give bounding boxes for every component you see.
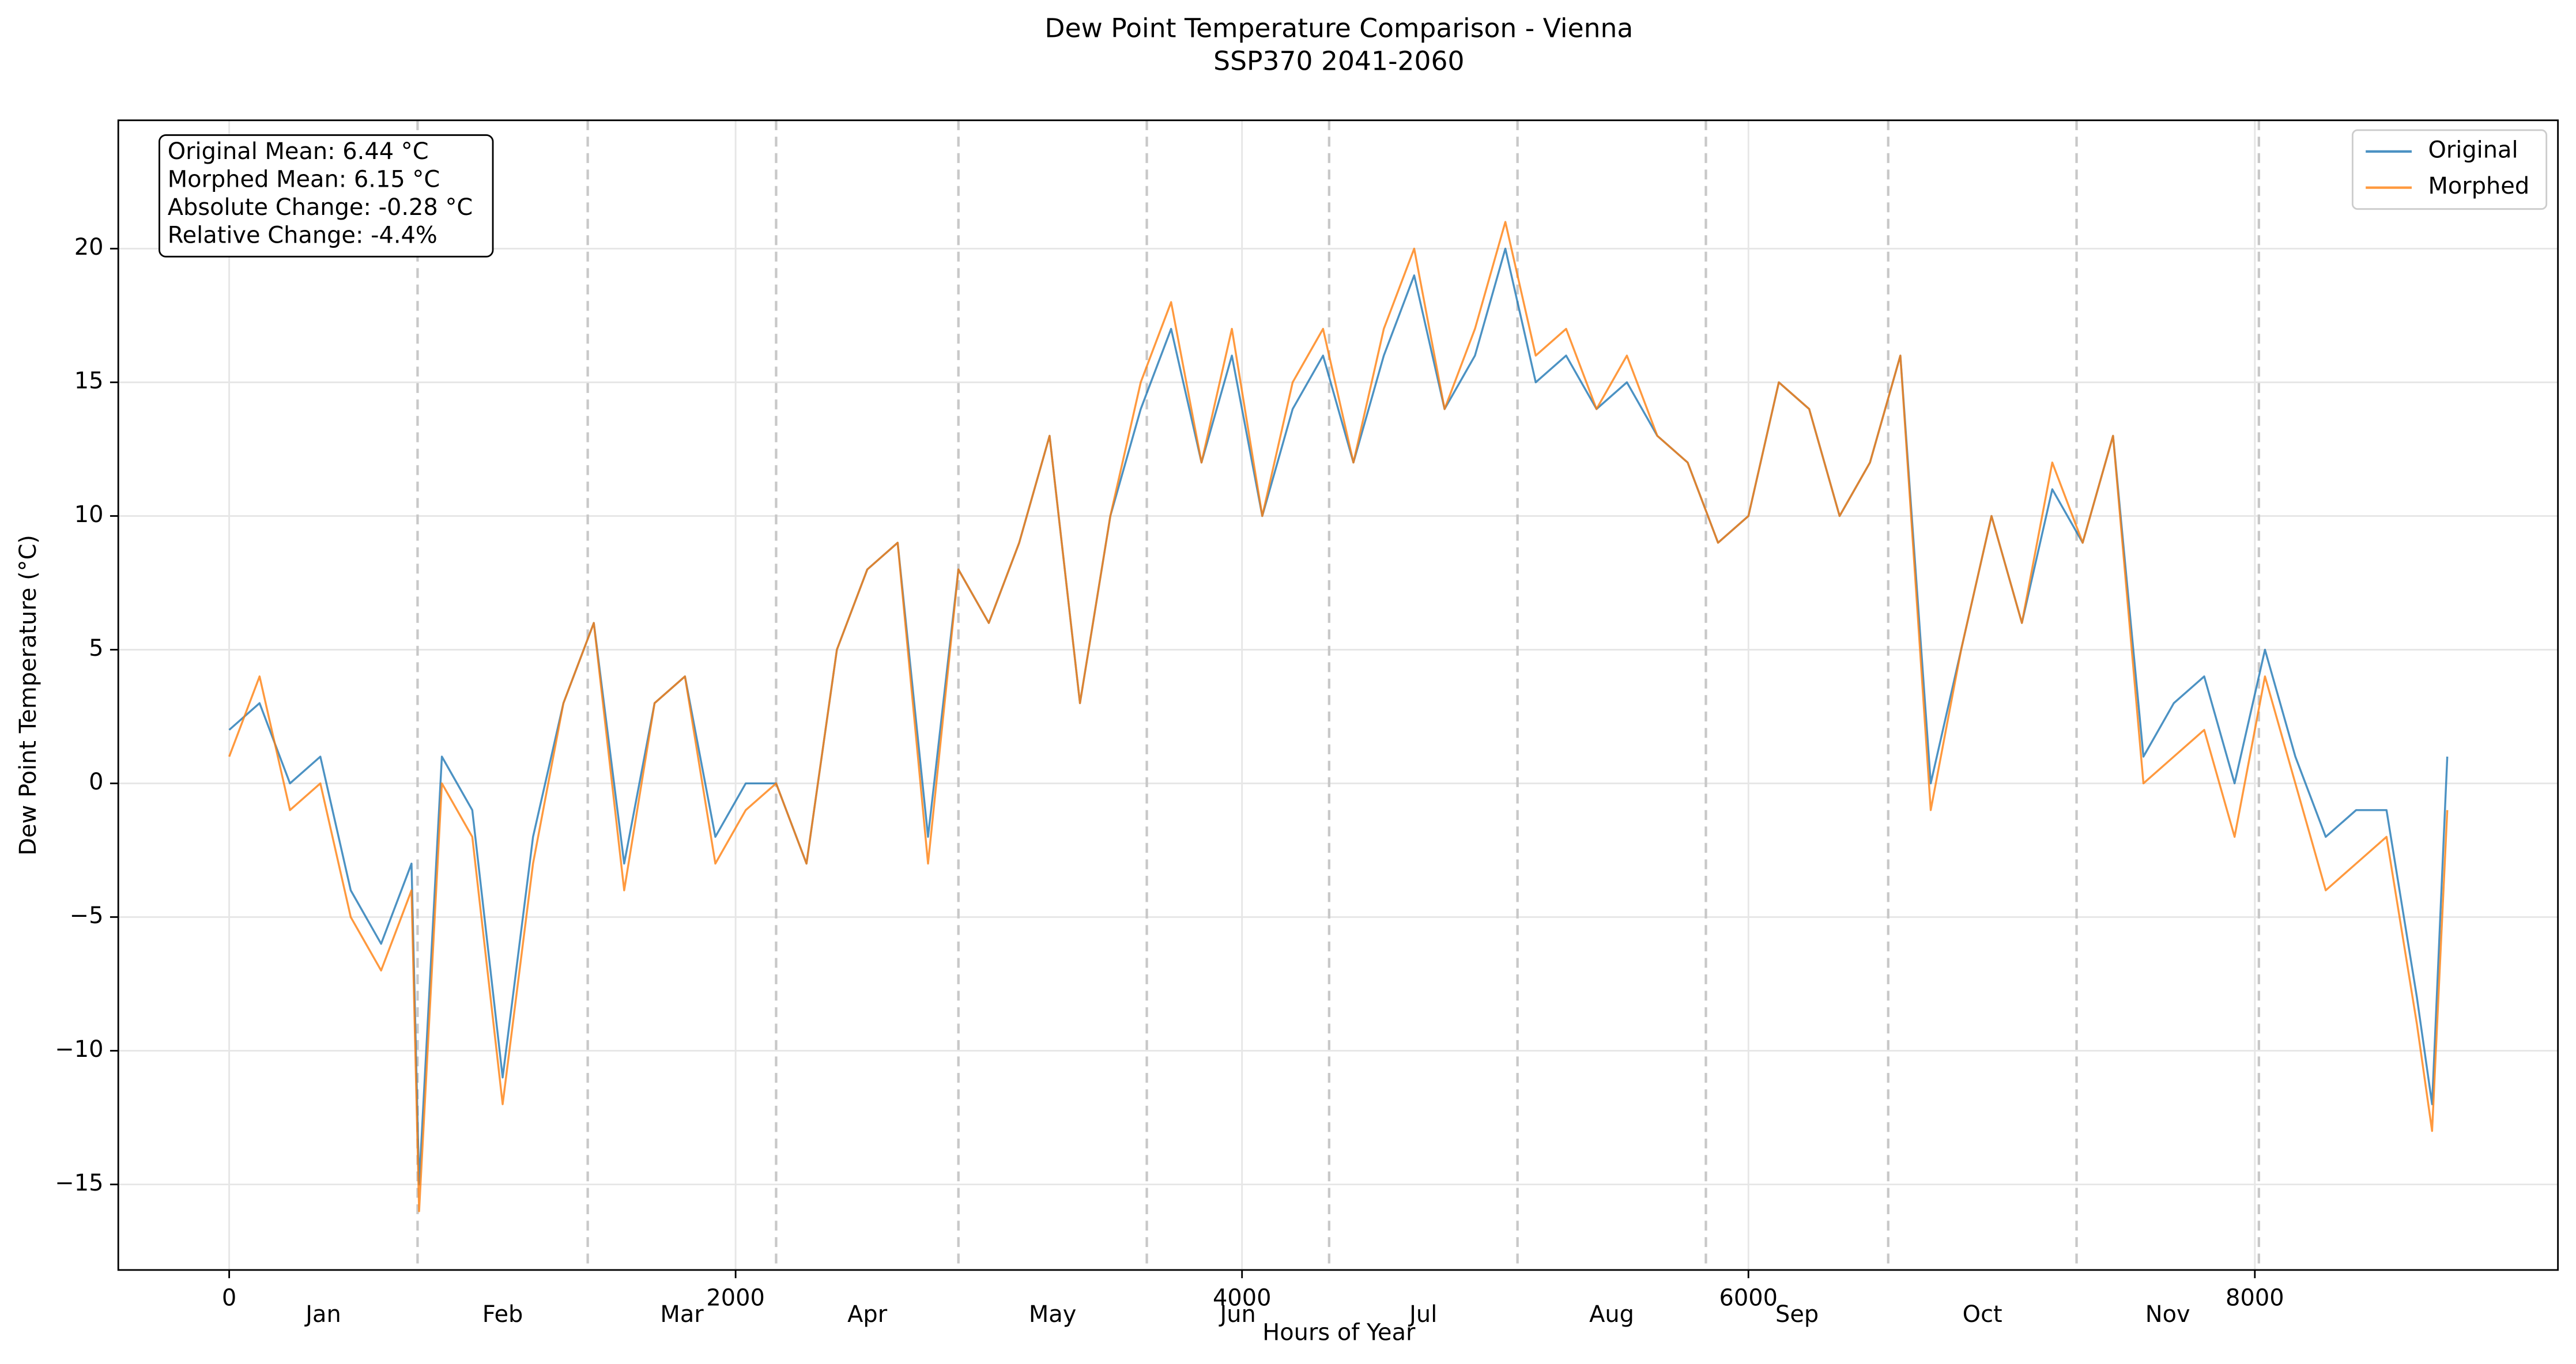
- month-label: Oct: [1963, 1301, 2002, 1328]
- x-tick-label: 8000: [2226, 1285, 2284, 1312]
- y-tick-label: 15: [74, 368, 104, 394]
- legend-label: Morphed: [2428, 173, 2529, 199]
- annotation-text: Morphed Mean: 6.15 °C: [168, 167, 440, 193]
- month-label: Feb: [482, 1301, 523, 1328]
- x-tick-label: 0: [222, 1285, 236, 1312]
- month-label: Mar: [660, 1301, 704, 1328]
- annotation-box: [159, 134, 494, 258]
- chart-subtitle: SSP370 2041-2060: [1213, 46, 1464, 77]
- x-tick-label: 2000: [706, 1285, 765, 1312]
- y-tick-label: 10: [74, 501, 104, 528]
- annotation-text: Relative Change: -4.4%: [168, 222, 437, 249]
- annotation-text: Absolute Change: -0.28 °C: [168, 194, 473, 221]
- series-line: [228, 221, 2449, 1212]
- annotation-text: Original Mean: 6.44 °C: [168, 138, 429, 165]
- plot-frame: [117, 119, 2559, 1271]
- month-label: Apr: [847, 1301, 888, 1328]
- y-tick-label: 5: [89, 635, 103, 662]
- y-tick-label: −15: [55, 1170, 103, 1196]
- x-tick-label: 4000: [1213, 1285, 1272, 1312]
- month-label: Jul: [1408, 1301, 1437, 1328]
- x-tick-label: 6000: [1719, 1285, 1778, 1312]
- y-tick-label: −10: [55, 1036, 103, 1063]
- y-axis-label: Dew Point Temperature (°C): [15, 535, 42, 856]
- month-label: Jun: [1219, 1301, 1256, 1328]
- y-tick-label: 0: [89, 769, 103, 795]
- month-label: Sep: [1775, 1301, 1819, 1328]
- y-tick-label: −5: [70, 902, 104, 929]
- month-label: Nov: [2145, 1301, 2190, 1328]
- legend-label: Original: [2428, 137, 2518, 163]
- legend-box: [2351, 129, 2548, 210]
- month-label: Jan: [304, 1301, 341, 1328]
- y-tick-label: 20: [74, 234, 104, 260]
- x-axis-label: Hours of Year: [1262, 1320, 1416, 1346]
- chart-title: Dew Point Temperature Comparison - Vienn…: [1044, 13, 1633, 43]
- month-label: May: [1029, 1301, 1076, 1328]
- month-label: Aug: [1589, 1301, 1634, 1328]
